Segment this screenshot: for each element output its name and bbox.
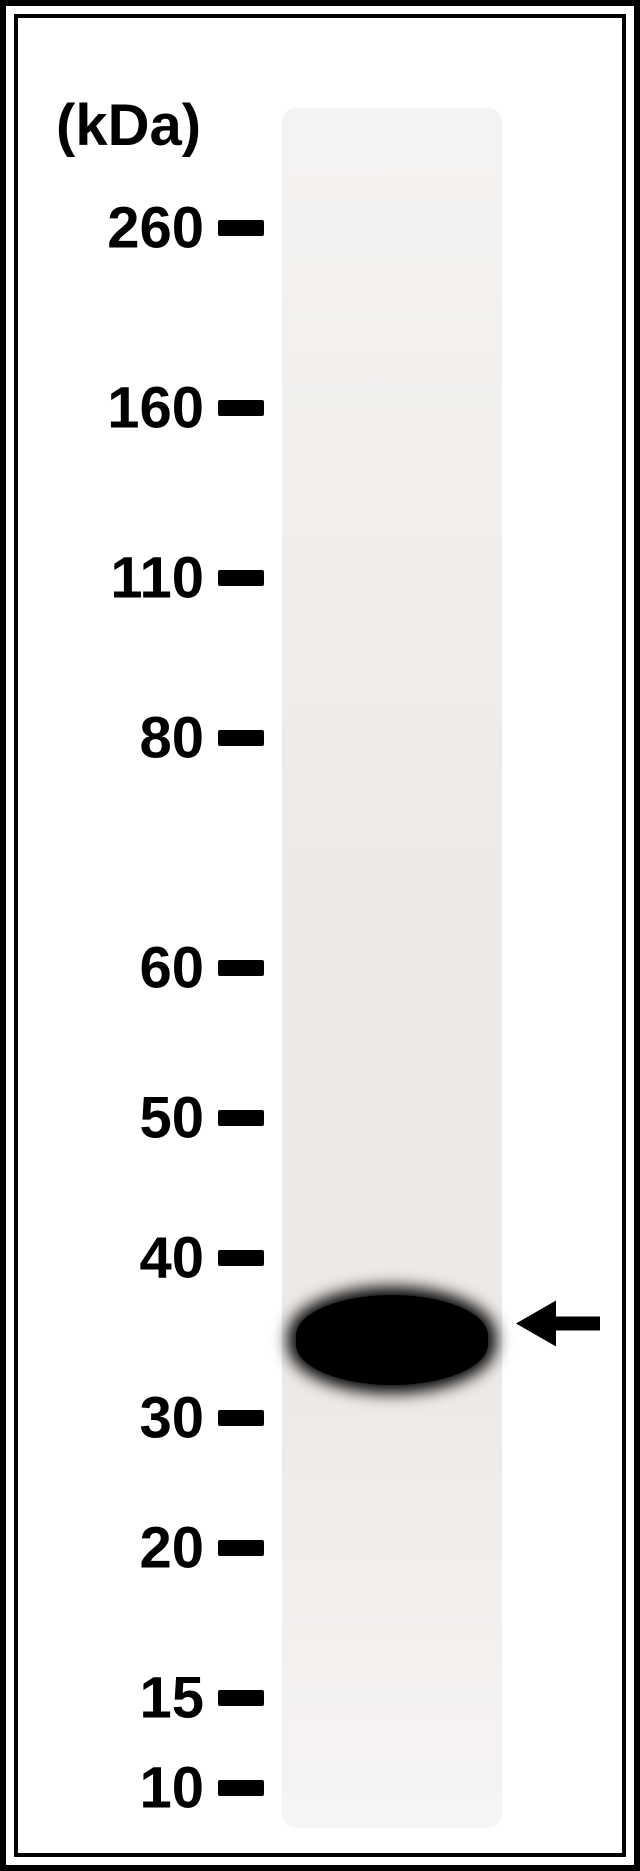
ladder-label-80: 80 xyxy=(139,705,204,772)
figure-inner-frame: (kDa) 260 160 110 80 60 50 40 30 20 15 10 xyxy=(14,14,626,1857)
ladder-tick-30 xyxy=(218,1410,264,1426)
ladder-label-110: 110 xyxy=(110,545,204,612)
ladder-label-10: 10 xyxy=(139,1755,204,1822)
ladder-label-50: 50 xyxy=(139,1085,204,1152)
ladder-label-160: 160 xyxy=(107,375,204,442)
sample-lane xyxy=(282,108,502,1828)
ladder-tick-60 xyxy=(218,960,264,976)
figure-outer-frame: (kDa) 260 160 110 80 60 50 40 30 20 15 10 xyxy=(0,0,640,1871)
ladder-label-260: 260 xyxy=(107,195,204,262)
unit-label: (kDa) xyxy=(56,92,201,159)
ladder-label-20: 20 xyxy=(139,1515,204,1582)
ladder-tick-160 xyxy=(218,400,264,416)
ladder-tick-110 xyxy=(218,570,264,586)
ladder-tick-40 xyxy=(218,1250,264,1266)
ladder-label-40: 40 xyxy=(139,1225,204,1292)
blot-plot-area: (kDa) 260 160 110 80 60 50 40 30 20 15 10 xyxy=(18,18,622,1853)
detected-band xyxy=(296,1295,488,1385)
ladder-tick-20 xyxy=(218,1540,264,1556)
band-arrow-icon xyxy=(516,1301,600,1352)
ladder-label-30: 30 xyxy=(139,1385,204,1452)
ladder-label-60: 60 xyxy=(139,935,204,1002)
ladder-tick-80 xyxy=(218,730,264,746)
ladder-label-15: 15 xyxy=(139,1665,204,1732)
ladder-tick-10 xyxy=(218,1780,264,1796)
ladder-tick-15 xyxy=(218,1690,264,1706)
ladder-tick-260 xyxy=(218,220,264,236)
ladder-tick-50 xyxy=(218,1110,264,1126)
